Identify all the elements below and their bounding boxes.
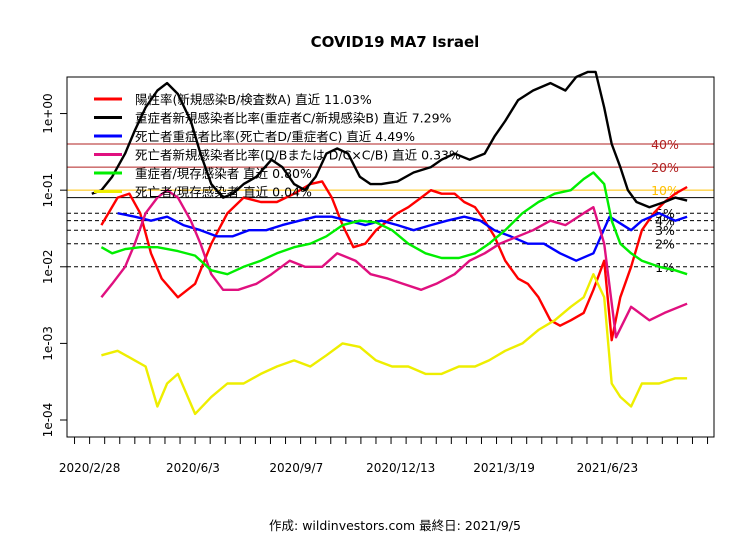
y-tick-label: 1e-02 bbox=[41, 249, 55, 284]
x-axis: 2020/2/28 2020/6/3 2020/9/7 2020/12/13 2021/… bbox=[59, 437, 709, 475]
legend-label: 死亡者/現存感染者 直近 0.04% bbox=[135, 185, 312, 200]
legend: 陽性率(新規感染B/検査数A) 直近 11.03% 重症者新規感染者比率(重症者C… bbox=[94, 92, 461, 200]
y-tick-label: 1e-04 bbox=[41, 403, 55, 438]
x-tick-label: 2020/12/13 bbox=[366, 461, 435, 475]
series-line bbox=[100, 180, 688, 342]
y-tick-label: 1e-01 bbox=[41, 173, 55, 208]
x-tick-label: 2021/3/19 bbox=[473, 461, 535, 475]
series-line bbox=[101, 273, 688, 416]
x-tick-label: 2020/6/3 bbox=[166, 461, 220, 475]
legend-label: 重症者新規感染者比率(重症者C/新規感染B) 直近 7.29% bbox=[135, 111, 452, 126]
legend-label: 死亡者新規感染者比率(D/Bまたは D/C×C/B) 直近 0.33% bbox=[135, 148, 461, 163]
x-tick-label: 2021/6/23 bbox=[577, 461, 639, 475]
series-lines bbox=[91, 70, 688, 416]
series-line bbox=[91, 70, 688, 209]
footer-credit: 作成: wildinvestors.com 最終日: 2021/9/5 bbox=[269, 518, 521, 533]
legend-label: 重症者/現存感染者 直近 0.80% bbox=[135, 166, 312, 181]
chart-title: COVID19 MA7 Israel bbox=[311, 33, 480, 51]
series-line bbox=[100, 171, 688, 276]
x-tick-label: 2020/9/7 bbox=[269, 461, 323, 475]
reference-label: 2% bbox=[655, 237, 675, 252]
reference-label: 20% bbox=[651, 160, 679, 175]
reference-label: 3% bbox=[655, 223, 675, 238]
x-tick-label: 2020/2/28 bbox=[59, 461, 121, 475]
reference-label: 10% bbox=[651, 183, 679, 198]
legend-label: 死亡者重症者比率(死亡者D/重症者C) 直近 4.49% bbox=[135, 129, 415, 144]
y-axis: 1e+00 1e-01 1e-02 1e-03 1e-04 bbox=[41, 93, 67, 437]
series-line bbox=[100, 189, 688, 339]
y-tick-label: 1e-03 bbox=[41, 326, 55, 361]
reference-label: 40% bbox=[651, 137, 679, 152]
legend-label: 陽性率(新規感染B/検査数A) 直近 11.03% bbox=[135, 92, 372, 107]
series-line bbox=[117, 212, 688, 262]
plot-frame bbox=[66, 76, 715, 438]
y-tick-label: 1e+00 bbox=[41, 93, 55, 133]
